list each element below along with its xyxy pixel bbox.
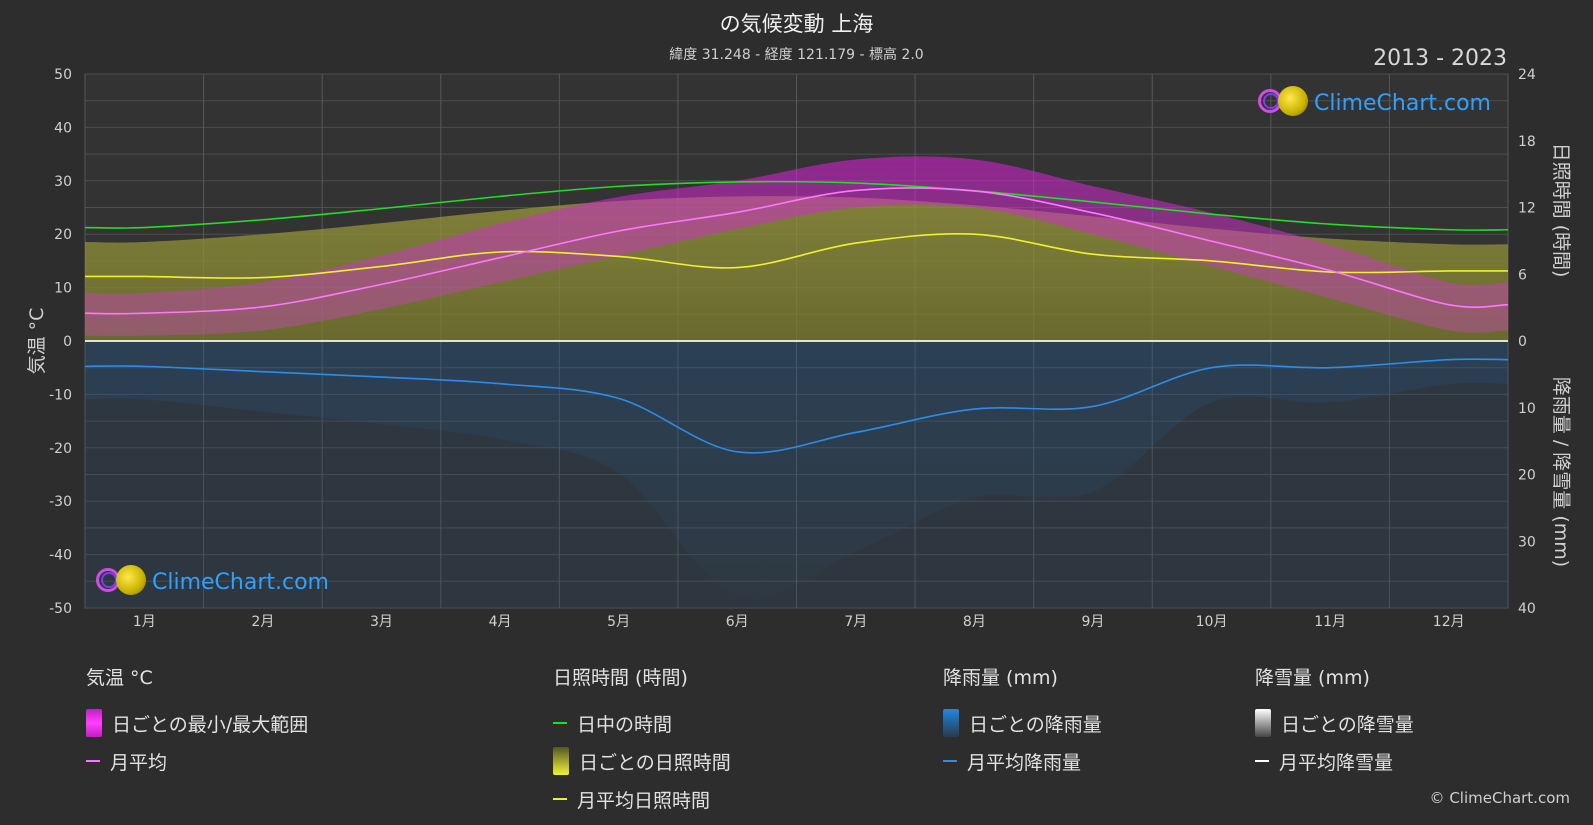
month-tick-label: 8月: [963, 614, 986, 630]
daylight-swatch: [553, 722, 567, 724]
left-tick-label: 20: [54, 227, 72, 243]
legend-temperature: 気温 °C 日ごとの最小/最大範囲 月平均: [86, 663, 308, 780]
month-tick-label: 2月: [251, 614, 274, 630]
right-bottom-tick-label: 40: [1518, 601, 1536, 617]
month-tick-label: 1月: [133, 614, 156, 630]
sunshine-mean-swatch: [553, 798, 567, 800]
legend-temp-mean: 月平均: [86, 742, 308, 780]
temp-range-band: [85, 156, 1508, 337]
brand-name-top: ClimeChart.com: [1314, 90, 1491, 116]
legend-rain-mean: 月平均降雨量: [943, 742, 1102, 780]
rain-mean-line: [85, 358, 1508, 454]
legend-snow-mean-label: 月平均降雪量: [1279, 751, 1394, 774]
snow-mean-swatch: [1255, 760, 1269, 762]
legend-daylight-label: 日中の時間: [577, 713, 673, 736]
right-bottom-axis-label: 降雨量 / 降雪量 (mm): [1550, 377, 1572, 567]
sunshine-daily-swatch: [553, 747, 569, 775]
right-top-tick-label: 18: [1518, 134, 1536, 150]
legend-sunshine-mean-label: 月平均日照時間: [577, 789, 711, 812]
legend-snow: 降雪量 (mm) 日ごとの降雪量 月平均降雪量: [1255, 663, 1414, 780]
left-axis-label: 気温 °C: [26, 308, 48, 375]
legend-rain-heading: 降雨量 (mm): [943, 667, 1058, 689]
month-tick-label: 7月: [844, 614, 867, 630]
left-tick-label: -20: [49, 441, 72, 457]
left-tick-label: 0: [63, 334, 72, 350]
legend-sunshine-mean: 月平均日照時間: [553, 780, 731, 818]
month-tick-label: 11月: [1314, 614, 1346, 630]
rain-mean-swatch: [943, 760, 957, 762]
right-bottom-tick-label: 10: [1518, 401, 1536, 417]
month-tick-label: 5月: [607, 614, 630, 630]
brand-logo-top[interactable]: ClimeChart.com: [1258, 86, 1491, 120]
legend-sunshine-daily-label: 日ごとの日照時間: [579, 751, 731, 774]
rain-daily-band: [85, 341, 1508, 599]
month-tick-label: 4月: [489, 614, 512, 630]
sunshine-mean-line: [85, 233, 1508, 279]
climechart-logo-icon: [96, 565, 148, 599]
legend-temp-range: 日ごとの最小/最大範囲: [86, 704, 308, 742]
temp-range-swatch: [86, 709, 102, 737]
legend-sunshine-heading: 日照時間 (時間): [553, 667, 688, 689]
right-top-axis-label: 日照時間 (時間): [1550, 143, 1572, 278]
right-top-tick-label: 24: [1518, 67, 1536, 83]
legend-rain-daily-label: 日ごとの降雨量: [969, 713, 1102, 736]
right-top-tick-label: 12: [1518, 201, 1536, 217]
left-tick-label: 50: [54, 67, 72, 83]
month-tick-label: 6月: [726, 614, 749, 630]
legend-snow-daily-label: 日ごとの降雪量: [1281, 713, 1414, 736]
legend-sunshine: 日照時間 (時間) 日中の時間 日ごとの日照時間 月平均日照時間: [553, 663, 731, 818]
legend-snow-mean: 月平均降雪量: [1255, 742, 1414, 780]
temp-mean-swatch: [86, 760, 100, 762]
right-bottom-tick-label: 20: [1518, 468, 1536, 484]
rain-daily-haze: [85, 341, 1508, 608]
legend-snow-heading: 降雪量 (mm): [1255, 667, 1370, 689]
brand-name-bottom: ClimeChart.com: [152, 569, 329, 595]
chart-subtitle: 緯度 31.248 - 経度 121.179 - 標高 2.0: [669, 47, 924, 63]
snow-daily-swatch: [1255, 709, 1271, 737]
year-range: 2013 - 2023: [1373, 46, 1507, 71]
brand-logo-bottom[interactable]: ClimeChart.com: [96, 565, 329, 599]
legend-sunshine-daily: 日ごとの日照時間: [553, 742, 731, 780]
left-tick-label: -40: [49, 548, 72, 564]
month-tick-label: 10月: [1196, 614, 1228, 630]
rain-daily-swatch: [943, 709, 959, 737]
daylight-line: [85, 180, 1508, 231]
legend-daylight: 日中の時間: [553, 704, 731, 742]
right-top-tick-label: 0: [1518, 334, 1527, 350]
legend-temperature-heading: 気温 °C: [86, 667, 153, 689]
legend-temp-mean-label: 月平均: [110, 751, 168, 774]
month-tick-label: 12月: [1433, 614, 1465, 630]
legend-temp-range-label: 日ごとの最小/最大範囲: [112, 713, 309, 736]
temp-mean-line: [85, 187, 1508, 315]
legend-rain-daily: 日ごとの降雨量: [943, 704, 1102, 742]
legend-rain: 降雨量 (mm) 日ごとの降雨量 月平均降雨量: [943, 663, 1102, 780]
tick-layer: 50 40 30 20 10 0 -10 -20 -30 -40 -50 24 18 12 6 0 10 20 30…: [49, 67, 1536, 630]
left-tick-label: 30: [54, 174, 72, 190]
line-layer: [85, 180, 1508, 454]
left-tick-label: -30: [49, 494, 72, 510]
legend-rain-mean-label: 月平均降雨量: [967, 751, 1082, 774]
area-layer: [85, 156, 1508, 608]
month-tick-label: 3月: [370, 614, 393, 630]
right-top-tick-label: 6: [1518, 267, 1527, 283]
left-tick-label: 10: [54, 281, 72, 297]
climechart-logo-icon: [1258, 86, 1310, 120]
right-bottom-tick-label: 30: [1518, 534, 1536, 550]
month-tick-label: 9月: [1081, 614, 1104, 630]
legend-snow-daily: 日ごとの降雪量: [1255, 704, 1414, 742]
left-tick-label: -50: [49, 601, 72, 617]
copyright: © ClimeChart.com: [1429, 789, 1570, 807]
chart-title: の気候変動 上海: [719, 12, 874, 36]
left-tick-label: -10: [49, 387, 72, 403]
left-tick-label: 40: [54, 120, 72, 136]
